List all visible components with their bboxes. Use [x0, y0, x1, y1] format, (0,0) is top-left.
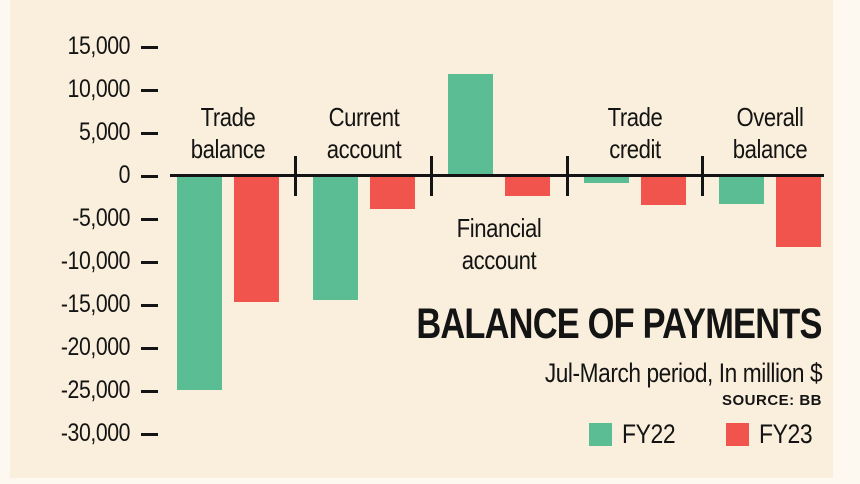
y-tick-dash [141, 174, 158, 178]
y-tick-dash [141, 303, 158, 307]
y-tick-dash [141, 260, 158, 264]
category-label-overall-balance: Overall balance [733, 102, 808, 164]
y-tick-label: -5,000 [72, 204, 130, 232]
legend-swatch-fy23 [726, 423, 750, 446]
y-tick-dash [141, 88, 158, 92]
y-tick-dash [141, 217, 158, 221]
bar-fy23-current-account [369, 176, 415, 209]
y-tick-label: 15,000 [67, 32, 131, 60]
legend-label-fy23: FY23 [759, 419, 813, 449]
bar-fy23-financial-account [505, 176, 551, 196]
y-tick-label: -20,000 [60, 333, 131, 361]
category-label-trade-balance: Trade balance [190, 102, 266, 164]
legend-swatch-fy22 [588, 423, 612, 446]
group-separator [429, 156, 433, 196]
bar-fy22-financial-account [448, 73, 494, 176]
chart-panel [10, 0, 833, 478]
chart-title: BALANCE OF PAYMENTS [416, 300, 823, 348]
bar-fy23-overall-balance [776, 176, 822, 247]
category-label-current-account: Current account [326, 102, 401, 164]
y-tick-label: 5,000 [78, 118, 130, 146]
bar-fy22-trade-balance [177, 176, 222, 391]
y-tick-label: -30,000 [60, 419, 131, 447]
y-tick-dash [141, 389, 158, 393]
group-separator [701, 156, 705, 196]
y-tick-label: -15,000 [60, 290, 131, 318]
y-tick-dash [141, 45, 158, 49]
bar-fy23-trade-credit [640, 176, 686, 206]
legend-label-fy22: FY22 [621, 419, 676, 449]
group-separator [294, 156, 298, 196]
y-tick-dash [141, 432, 158, 436]
y-tick-label: 0 [118, 161, 131, 189]
source-label: SOURCE: BB [721, 392, 822, 409]
bar-fy22-current-account [312, 176, 358, 300]
y-tick-dash [141, 346, 158, 350]
bar-fy22-trade-credit [583, 176, 629, 183]
y-tick-label: -10,000 [60, 247, 131, 275]
y-tick-dash [141, 131, 158, 135]
bar-fy23-trade-balance [234, 176, 279, 303]
zero-axis-line [170, 174, 824, 177]
category-label-financial-account: Financial account [456, 213, 542, 275]
category-label-trade-credit: Trade credit [607, 102, 663, 164]
legend: FY22 FY23 [588, 419, 822, 449]
chart-subtitle: Jul-March period, In million $ [544, 358, 823, 388]
y-tick-label: 10,000 [67, 75, 131, 103]
group-separator [565, 156, 569, 196]
bar-fy22-overall-balance [719, 176, 765, 204]
y-tick-label: -25,000 [60, 376, 131, 404]
